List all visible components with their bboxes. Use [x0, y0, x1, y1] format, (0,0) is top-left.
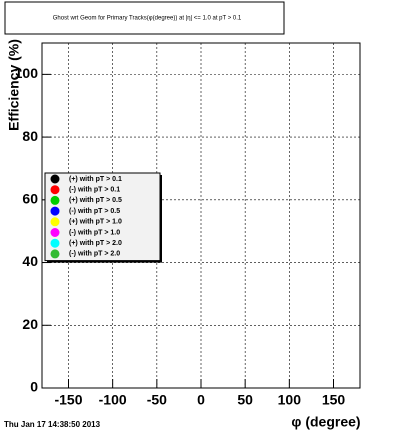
legend-marker — [50, 249, 60, 259]
y-tick-label: 100 — [15, 65, 39, 81]
legend-marker — [50, 238, 60, 248]
legend-label: (+) with pT > 0.1 — [69, 176, 122, 183]
legend-marker — [50, 228, 60, 237]
legend-label: (-) with pT > 0.1 — [69, 187, 120, 194]
y-tick-label: 20 — [22, 316, 38, 332]
legend-marker — [50, 185, 60, 195]
y-tick-label: 60 — [22, 191, 38, 207]
x-tick-label: 0 — [197, 392, 205, 408]
x-tick-label: -50 — [147, 392, 167, 408]
legend-label: (-) with pT > 1.0 — [69, 229, 120, 236]
x-axis-label: φ (degree) — [291, 414, 360, 430]
legend-marker — [50, 174, 60, 184]
x-tick-label: 150 — [322, 392, 346, 408]
legend-marker — [50, 217, 60, 227]
legend-label: (+) with pT > 0.5 — [69, 197, 122, 204]
legend-marker — [50, 206, 60, 216]
title-box — [4, 1, 285, 35]
y-tick-label: 80 — [22, 128, 38, 144]
x-tick-label: -150 — [54, 392, 82, 408]
x-tick-label: 50 — [237, 392, 253, 408]
timestamp: Thu Jan 17 14:38:50 2013 — [4, 420, 101, 429]
legend-marker — [50, 195, 60, 205]
x-tick-label: 100 — [278, 392, 302, 408]
legend-label: (+) with pT > 1.0 — [69, 219, 122, 226]
x-tick-label: -100 — [99, 392, 127, 408]
y-tick-label: 0 — [30, 379, 38, 395]
chart-title: Ghost wrt Geom for Primary Tracks(φ(degr… — [53, 16, 242, 22]
y-tick-label: 40 — [22, 253, 38, 269]
legend-box — [44, 172, 161, 262]
legend-label: (-) with pT > 0.5 — [69, 208, 120, 215]
legend-label: (-) with pT > 2.0 — [69, 251, 120, 258]
legend-label: (+) with pT > 2.0 — [69, 240, 122, 247]
y-axis-label: Efficiency (%) — [6, 39, 22, 131]
